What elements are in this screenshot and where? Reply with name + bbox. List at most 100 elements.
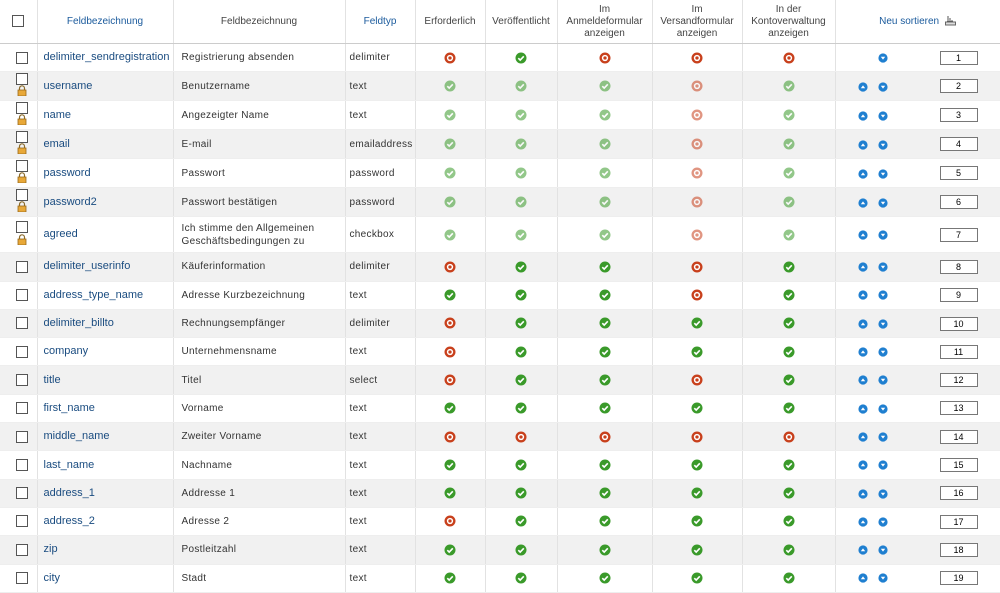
move-down[interactable] [877, 460, 898, 471]
move-down[interactable] [877, 573, 898, 584]
header-sort[interactable]: Neu sortieren [879, 15, 940, 27]
row-checkbox[interactable] [16, 289, 28, 302]
move-down[interactable] [877, 139, 898, 150]
status-toggle-account[interactable] [783, 289, 795, 301]
field-name-link[interactable]: email [43, 137, 70, 150]
status-toggle-shipment[interactable] [691, 431, 703, 443]
move-up[interactable] [857, 375, 878, 386]
status-toggle-registration[interactable] [599, 572, 611, 584]
status-toggle-published[interactable] [515, 229, 527, 241]
field-name-link[interactable]: first_name [43, 401, 95, 414]
status-toggle-published[interactable] [515, 138, 527, 150]
status-toggle-shipment[interactable] [691, 261, 703, 273]
status-toggle-published[interactable] [515, 459, 527, 471]
select-all-checkbox[interactable] [12, 15, 25, 28]
order-input[interactable]: 16 [939, 486, 978, 501]
field-name-link[interactable]: company [43, 345, 89, 358]
move-down[interactable] [877, 318, 898, 329]
header-cell[interactable]: Neu sortieren [835, 0, 1000, 44]
status-toggle-account[interactable] [783, 261, 795, 273]
order-input[interactable]: 17 [939, 514, 978, 529]
field-name-link[interactable]: agreed [43, 228, 78, 241]
field-name-link[interactable]: city [43, 571, 61, 584]
status-toggle-registration[interactable] [599, 167, 611, 179]
move-up[interactable] [857, 488, 878, 499]
status-toggle-required[interactable] [444, 52, 456, 63]
status-toggle-shipment[interactable] [691, 196, 703, 208]
row-checkbox[interactable] [16, 373, 28, 386]
move-up[interactable] [857, 403, 878, 414]
row-checkbox[interactable] [16, 221, 28, 234]
status-toggle-published[interactable] [515, 402, 527, 414]
status-toggle-account[interactable] [783, 487, 795, 499]
status-toggle-account[interactable] [783, 167, 795, 179]
status-toggle-published[interactable] [515, 374, 527, 386]
status-toggle-published[interactable] [515, 80, 527, 92]
status-toggle-registration[interactable] [599, 80, 611, 92]
status-toggle-required[interactable] [444, 544, 456, 556]
status-toggle-account[interactable] [783, 544, 795, 556]
row-checkbox[interactable] [16, 72, 28, 85]
status-toggle-published[interactable] [515, 544, 527, 556]
move-down[interactable] [877, 290, 898, 301]
status-toggle-published[interactable] [515, 317, 527, 329]
move-down[interactable] [877, 403, 898, 414]
status-toggle-published[interactable] [515, 261, 527, 273]
order-input[interactable]: 5 [939, 166, 978, 181]
status-toggle-registration[interactable] [599, 402, 611, 414]
status-toggle-published[interactable] [515, 109, 527, 121]
status-toggle-registration[interactable] [599, 52, 611, 63]
row-checkbox[interactable] [16, 130, 28, 143]
status-toggle-account[interactable] [783, 196, 795, 208]
move-down[interactable] [877, 168, 898, 179]
order-input[interactable]: 1 [939, 50, 978, 65]
row-checkbox[interactable] [16, 458, 28, 471]
status-toggle-account[interactable] [783, 374, 795, 386]
status-toggle-published[interactable] [515, 52, 527, 63]
field-name-link[interactable]: last_name [43, 458, 95, 471]
move-down[interactable] [877, 516, 898, 527]
move-down[interactable] [877, 197, 898, 208]
order-input[interactable]: 2 [939, 79, 978, 94]
status-toggle-shipment[interactable] [691, 52, 703, 63]
status-toggle-published[interactable] [515, 572, 527, 584]
field-name-link[interactable]: password [43, 166, 91, 179]
status-toggle-registration[interactable] [599, 346, 611, 358]
move-up[interactable] [857, 432, 878, 443]
row-checkbox[interactable] [16, 159, 28, 172]
status-toggle-account[interactable] [783, 402, 795, 414]
row-checkbox[interactable] [16, 101, 28, 114]
move-down[interactable] [877, 488, 898, 499]
status-toggle-account[interactable] [783, 515, 795, 527]
row-checkbox[interactable] [16, 487, 28, 500]
move-down[interactable] [877, 375, 898, 386]
move-down[interactable] [877, 230, 898, 241]
status-toggle-published[interactable] [515, 431, 527, 443]
order-input[interactable]: 6 [939, 195, 978, 210]
status-toggle-required[interactable] [444, 167, 456, 179]
status-toggle-published[interactable] [515, 289, 527, 301]
status-toggle-registration[interactable] [599, 289, 611, 301]
order-input[interactable]: 10 [939, 316, 978, 331]
status-toggle-account[interactable] [783, 459, 795, 471]
status-toggle-required[interactable] [444, 109, 456, 121]
row-checkbox[interactable] [16, 572, 28, 585]
status-toggle-shipment[interactable] [691, 346, 703, 358]
status-toggle-shipment[interactable] [691, 487, 703, 499]
header-type[interactable]: Feldtyp [363, 15, 397, 27]
status-toggle-shipment[interactable] [691, 544, 703, 556]
order-input[interactable]: 14 [939, 429, 978, 444]
order-input[interactable]: 13 [939, 401, 978, 416]
status-toggle-account[interactable] [783, 229, 795, 241]
move-down[interactable] [877, 81, 898, 92]
status-toggle-shipment[interactable] [691, 289, 703, 301]
status-toggle-shipment[interactable] [691, 459, 703, 471]
status-toggle-required[interactable] [444, 572, 456, 584]
row-checkbox[interactable] [16, 543, 28, 556]
status-toggle-registration[interactable] [599, 196, 611, 208]
row-checkbox[interactable] [16, 188, 28, 201]
status-toggle-published[interactable] [515, 487, 527, 499]
field-name-link[interactable]: address_1 [43, 486, 95, 499]
move-up[interactable] [857, 545, 878, 556]
order-input[interactable]: 19 [939, 571, 978, 586]
